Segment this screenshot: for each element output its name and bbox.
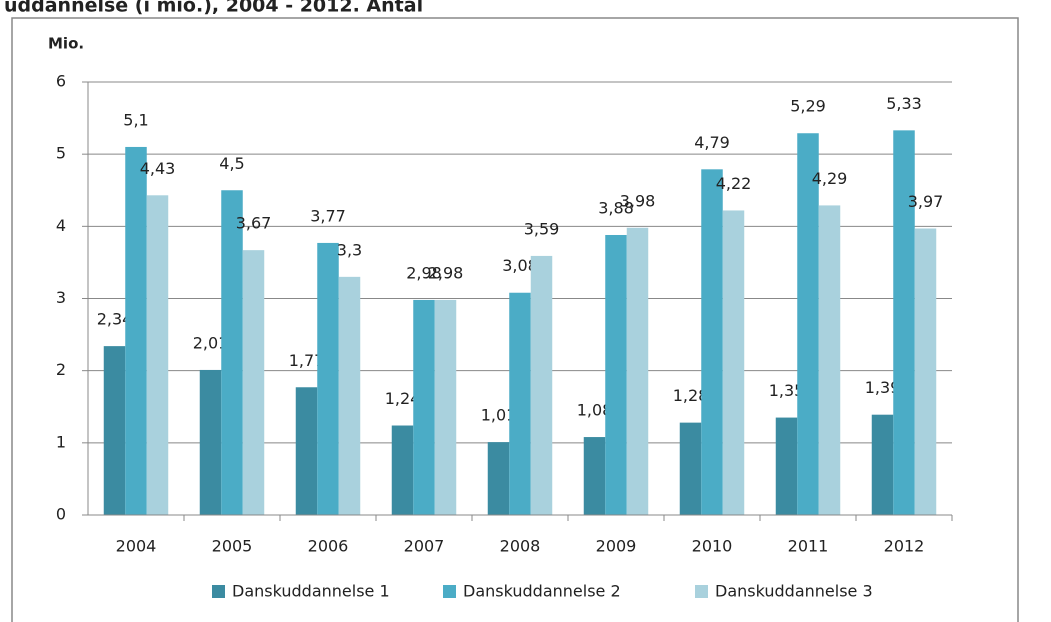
data-label: 3,97 xyxy=(908,192,944,211)
data-label: 2,98 xyxy=(428,263,464,282)
chart-title: uddannelse (i mio.), 2004 - 2012. Antal xyxy=(4,0,423,17)
data-label: 5,33 xyxy=(886,94,922,113)
bar xyxy=(605,234,627,515)
data-label: 4,43 xyxy=(140,159,176,178)
bar xyxy=(679,422,702,515)
x-tick-label: 2006 xyxy=(308,537,349,556)
x-tick-label: 2010 xyxy=(692,537,733,556)
data-label: 1,24 xyxy=(385,389,421,408)
bar xyxy=(871,414,894,515)
data-label: 5,29 xyxy=(790,97,826,116)
y-tick-label: 2 xyxy=(56,360,66,379)
data-label: 4,79 xyxy=(694,133,730,152)
data-label: 3,98 xyxy=(620,191,656,210)
data-label: 4,29 xyxy=(812,169,848,188)
bar xyxy=(530,255,553,515)
bar xyxy=(317,242,339,515)
bar xyxy=(626,227,649,515)
data-label: 1,35 xyxy=(769,381,805,400)
bar xyxy=(583,437,606,515)
bar xyxy=(818,205,841,515)
x-tick-label: 2009 xyxy=(596,537,637,556)
data-label: 3,67 xyxy=(236,214,272,233)
data-label: 2,98 xyxy=(406,263,442,282)
legend-label: Danskuddannelse 1 xyxy=(232,582,390,601)
x-tick-label: 2007 xyxy=(404,537,445,556)
bar xyxy=(487,442,510,515)
bar xyxy=(125,146,147,515)
y-tick-label: 1 xyxy=(56,432,66,451)
data-label: 4,22 xyxy=(716,174,752,193)
bar xyxy=(775,417,798,515)
y-tick-label: 6 xyxy=(56,72,66,91)
x-tick-label: 2005 xyxy=(212,537,253,556)
chart-frame xyxy=(11,17,1019,622)
x-tick-label: 2011 xyxy=(788,537,829,556)
bar xyxy=(338,276,361,515)
data-label: 1,39 xyxy=(865,378,901,397)
data-label: 1,77 xyxy=(289,351,325,370)
data-label: 2,34 xyxy=(97,310,133,329)
bar xyxy=(893,130,915,515)
data-label: 3,59 xyxy=(524,219,560,238)
data-label: 3,88 xyxy=(598,198,634,217)
data-label: 5,1 xyxy=(123,110,148,129)
data-label: 1,28 xyxy=(673,386,709,405)
x-tick-label: 2008 xyxy=(500,537,541,556)
bar xyxy=(391,425,414,515)
data-label: 3,3 xyxy=(337,240,362,259)
y-tick-label: 0 xyxy=(56,505,66,524)
data-label: 1,08 xyxy=(577,401,613,420)
x-tick-label: 2004 xyxy=(116,537,157,556)
bar xyxy=(434,299,457,515)
bar xyxy=(722,210,745,515)
legend-swatch xyxy=(443,585,456,598)
bar xyxy=(221,190,243,515)
bar xyxy=(103,346,126,515)
data-label: 3,08 xyxy=(502,256,538,275)
data-label: 1,01 xyxy=(481,406,517,425)
y-tick-label: 4 xyxy=(56,216,66,235)
bar xyxy=(413,299,435,515)
data-label: 3,77 xyxy=(310,206,346,225)
y-tick-label: 5 xyxy=(56,144,66,163)
bar xyxy=(797,133,819,515)
y-axis-label: Mio. xyxy=(48,35,84,53)
data-label: 4,5 xyxy=(219,154,244,173)
bar xyxy=(914,228,937,515)
legend-label: Danskuddannelse 3 xyxy=(715,582,873,601)
data-label: 2,01 xyxy=(193,333,229,352)
bar xyxy=(199,369,222,515)
legend-label: Danskuddannelse 2 xyxy=(463,582,621,601)
bar xyxy=(242,250,265,516)
legend-swatch xyxy=(212,585,225,598)
bar xyxy=(295,387,318,515)
bar xyxy=(146,195,169,515)
bar xyxy=(509,292,531,515)
legend-swatch xyxy=(695,585,708,598)
y-tick-label: 3 xyxy=(56,288,66,307)
x-tick-label: 2012 xyxy=(884,537,925,556)
bar xyxy=(701,169,723,516)
